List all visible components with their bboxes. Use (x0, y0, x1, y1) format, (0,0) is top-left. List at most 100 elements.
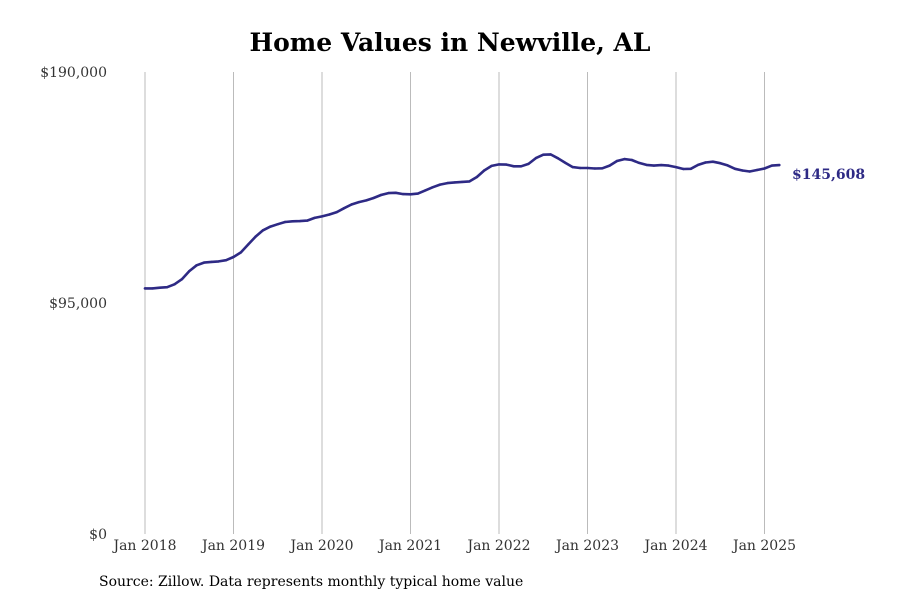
data-point-2019-02 (239, 251, 243, 254)
data-point-2023-12 (667, 164, 670, 167)
data-point-2021-12 (490, 164, 493, 168)
data-point-2019-07 (276, 223, 279, 226)
data-point-2021-11 (483, 169, 486, 172)
data-point-2020-10 (387, 191, 390, 195)
x-tick-label: Jan 2020 (288, 538, 353, 554)
y-tick-label: $95,000 (49, 296, 107, 312)
y-tick-label: $190,000 (40, 65, 107, 81)
data-point-2021-07 (453, 181, 456, 184)
data-point-2019-03 (247, 243, 250, 246)
y-tick-label: $0 (89, 527, 107, 543)
data-point-2022-01 (497, 163, 501, 166)
data-point-2023-03 (601, 167, 604, 170)
x-tick-label: Jan 2025 (731, 538, 796, 554)
series-layer (143, 153, 781, 290)
data-point-2021-04 (431, 186, 434, 189)
data-point-2019-11 (306, 219, 309, 222)
data-point-2020-12 (401, 192, 405, 196)
data-point-2020-07 (365, 199, 368, 202)
data-point-2018-10 (210, 260, 213, 264)
vertical-gridlines (144, 72, 765, 534)
x-tick-label: Jan 2022 (465, 538, 530, 554)
data-point-2018-09 (202, 261, 206, 264)
data-point-2018-01 (143, 287, 147, 290)
data-point-2020-06 (357, 200, 361, 204)
data-point-2020-09 (379, 193, 383, 197)
x-tick-label: Jan 2024 (642, 538, 707, 554)
data-point-2019-08 (283, 220, 287, 224)
data-point-2022-04 (519, 165, 523, 168)
data-point-2024-11 (748, 170, 751, 173)
data-point-2024-06 (711, 160, 715, 163)
data-point-2022-02 (505, 163, 508, 166)
data-point-2023-10 (652, 164, 656, 167)
data-point-2018-06 (180, 278, 184, 281)
data-point-2023-07 (630, 158, 633, 162)
x-tick-label: Jan 2023 (554, 538, 619, 554)
data-point-2022-06 (534, 156, 538, 160)
data-point-2020-08 (372, 196, 375, 200)
data-point-2019-12 (313, 216, 316, 220)
data-point-2022-11 (571, 165, 574, 169)
data-point-2019-09 (291, 220, 294, 223)
data-point-2024-12 (755, 168, 759, 172)
data-point-2022-12 (578, 166, 582, 170)
data-point-2021-06 (446, 181, 449, 185)
data-point-2020-01 (320, 215, 324, 218)
y-axis-tick-labels: $0 $95,000 $190,000 (40, 65, 107, 543)
data-point-2019-05 (261, 229, 265, 232)
latest-value-label: $145,608 (792, 167, 865, 183)
data-point-2023-06 (623, 157, 626, 161)
data-point-2024-03 (689, 167, 692, 170)
data-point-2025-03 (778, 163, 781, 167)
data-point-2022-05 (527, 162, 530, 166)
data-point-2018-08 (195, 264, 198, 267)
data-point-2023-04 (608, 164, 611, 167)
data-point-2018-02 (151, 287, 154, 290)
data-point-2022-10 (564, 161, 567, 165)
data-point-2022-07 (542, 153, 545, 156)
data-point-2018-11 (217, 260, 220, 263)
data-point-2018-12 (224, 259, 228, 262)
data-point-2024-05 (704, 161, 707, 164)
source-note: Source: Zillow. Data represents monthly … (99, 574, 524, 590)
data-point-2023-05 (615, 159, 619, 163)
home-value-line (143, 153, 781, 290)
data-point-2020-03 (335, 210, 338, 214)
data-point-2021-05 (438, 183, 442, 186)
data-point-2019-10 (298, 219, 302, 223)
data-point-2024-02 (682, 167, 685, 171)
x-axis-tick-labels: Jan 2018 Jan 2019 Jan 2020 Jan 2021 Jan 2022… (111, 538, 796, 554)
data-point-2023-09 (645, 163, 648, 167)
data-point-2019-04 (254, 235, 257, 238)
data-point-2024-04 (696, 163, 700, 167)
data-point-2019-06 (269, 225, 272, 228)
x-tick-label: Jan 2018 (111, 538, 176, 554)
data-point-2018-05 (173, 283, 176, 286)
data-point-2018-04 (165, 286, 169, 289)
data-point-2022-03 (512, 165, 515, 168)
data-point-2018-07 (188, 269, 191, 273)
x-tick-label: Jan 2019 (200, 538, 265, 554)
data-point-2024-09 (733, 167, 737, 170)
data-point-2024-07 (719, 162, 722, 165)
data-point-2020-11 (394, 191, 397, 194)
data-point-2019-01 (232, 255, 235, 259)
data-point-2021-02 (416, 192, 420, 195)
data-point-2020-05 (350, 203, 353, 206)
data-point-2021-03 (424, 189, 427, 192)
data-point-2025-02 (770, 164, 774, 167)
data-point-2021-08 (460, 180, 464, 184)
data-point-2020-04 (342, 207, 346, 210)
data-point-2021-01 (409, 193, 412, 196)
data-point-2018-03 (158, 286, 161, 289)
data-point-2021-09 (468, 180, 471, 183)
data-point-2020-02 (328, 213, 331, 216)
data-point-2024-08 (726, 164, 729, 167)
data-point-2025-01 (763, 167, 766, 170)
data-point-2021-10 (475, 175, 479, 179)
data-point-2023-02 (593, 167, 597, 170)
data-point-2022-09 (556, 157, 560, 160)
data-point-2024-01 (674, 165, 678, 169)
